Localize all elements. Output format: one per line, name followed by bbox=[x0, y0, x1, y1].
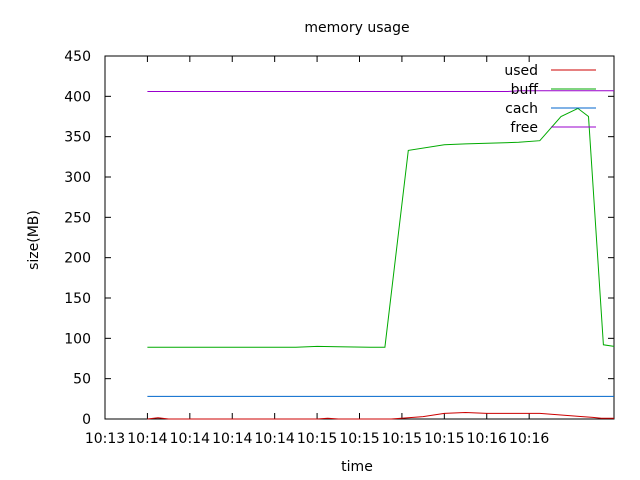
y-tick-label: 150 bbox=[64, 291, 91, 307]
y-tick-label: 100 bbox=[64, 331, 91, 347]
y-tick-label: 50 bbox=[73, 372, 91, 388]
y-tick-label: 450 bbox=[64, 49, 91, 65]
y-tick-label: 250 bbox=[64, 210, 91, 226]
y-tick-label: 0 bbox=[82, 412, 91, 428]
y-tick-label: 300 bbox=[64, 170, 91, 186]
x-tick-label: 10:15 bbox=[382, 431, 422, 447]
series-line-used bbox=[147, 411, 614, 420]
x-tick-label: 10:15 bbox=[339, 431, 379, 447]
chart-title: memory usage bbox=[304, 20, 409, 36]
y-axis-label: size(MB) bbox=[26, 210, 42, 270]
x-tick-label: 10:15 bbox=[297, 431, 337, 447]
x-tick-label: 10:14 bbox=[212, 431, 252, 447]
series-lines-group bbox=[147, 90, 615, 420]
legend-label-buff: buff bbox=[511, 82, 539, 98]
x-axis-label: time bbox=[341, 459, 373, 475]
series-line-free bbox=[147, 90, 614, 92]
x-tick-label: 10:14 bbox=[170, 431, 210, 447]
x-tick-label: 10:16 bbox=[509, 431, 549, 447]
x-tick-label: 10:13 bbox=[85, 431, 125, 447]
x-tick-label: 10:16 bbox=[467, 431, 507, 447]
y-tick-label: 350 bbox=[64, 130, 91, 146]
legend-label-cach: cach bbox=[505, 101, 538, 117]
legend: used buff cach free bbox=[504, 63, 596, 136]
legend-label-used: used bbox=[504, 63, 538, 79]
legend-label-free: free bbox=[510, 120, 538, 136]
y-tick-label: 400 bbox=[64, 89, 91, 105]
x-tick-label: 10:14 bbox=[254, 431, 294, 447]
x-tick-label: 10:15 bbox=[424, 431, 464, 447]
y-tick-label: 200 bbox=[64, 251, 91, 267]
x-tick-label: 10:14 bbox=[127, 431, 167, 447]
series-line-buff bbox=[147, 107, 615, 348]
